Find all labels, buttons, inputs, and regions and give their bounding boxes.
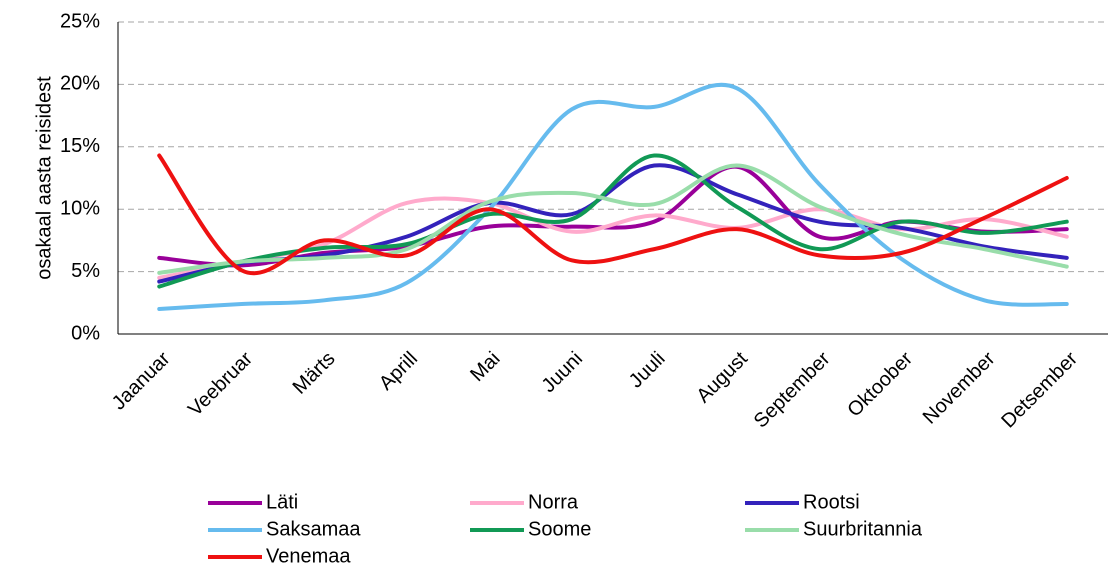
x-tick-label: August — [692, 347, 752, 407]
series-line — [157, 163, 1069, 275]
x-tick-label: Juuli — [625, 348, 670, 393]
x-tick-label: September — [750, 347, 835, 432]
legend-label: Soome — [528, 518, 591, 540]
y-axis-label: osakaal aasta reisidest — [33, 76, 55, 280]
y-tick-label: 0% — [71, 322, 100, 344]
y-tick-label: 5% — [71, 260, 100, 282]
y-tick-label: 10% — [60, 197, 100, 219]
series-line — [157, 82, 1069, 312]
y-tick-label: 25% — [60, 10, 100, 32]
x-tick-label: Juuni — [538, 348, 587, 397]
legend-label: Suurbritannia — [803, 518, 923, 540]
series-line — [157, 153, 1069, 276]
y-tick-label: 15% — [60, 135, 100, 157]
x-tick-label: Aprill — [375, 348, 422, 395]
x-tick-label: Mai — [466, 348, 504, 386]
legend-label: Rootsi — [803, 491, 860, 513]
x-tick-label: Jaanuar — [108, 347, 175, 414]
x-tick-label: Oktoober — [843, 347, 917, 421]
x-tick-label: Märts — [289, 348, 340, 399]
legend-label: Läti — [266, 491, 298, 513]
legend-label: Saksamaa — [266, 518, 361, 540]
x-tick-label: November — [919, 347, 1000, 428]
y-tick-label: 20% — [60, 73, 100, 95]
x-tick-label: Detsember — [997, 347, 1082, 432]
x-tick-label: Veebruar — [184, 347, 257, 420]
series-line — [157, 153, 1069, 289]
legend-label: Venemaa — [266, 545, 351, 567]
legend-label: Norra — [528, 491, 579, 513]
